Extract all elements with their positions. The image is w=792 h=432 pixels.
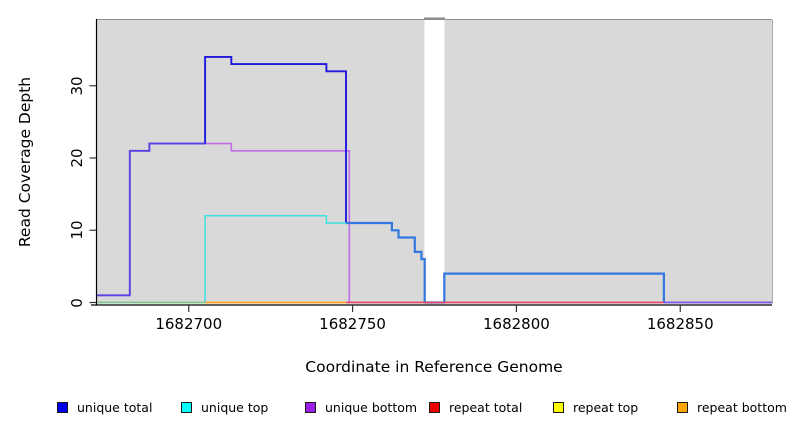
legend-swatch-icon bbox=[677, 401, 688, 413]
legend-swatch-icon bbox=[305, 401, 316, 413]
coverage-gap-cap bbox=[424, 17, 445, 20]
y-tick-label: 30 bbox=[68, 76, 86, 96]
legend-swatch-icon bbox=[553, 401, 564, 413]
legend-item-unique-top: unique top bbox=[181, 398, 268, 416]
legend-item-unique-total: unique total bbox=[57, 398, 152, 416]
legend-swatch-icon bbox=[181, 401, 192, 413]
x-tick-label: 1682750 bbox=[319, 315, 386, 333]
coverage-gap-band bbox=[424, 20, 445, 304]
legend-item-repeat-total: repeat total bbox=[429, 398, 522, 416]
unique-total-bottom-overlap bbox=[97, 142, 206, 297]
x-tick-label: 1682700 bbox=[155, 315, 223, 333]
y-axis-title: Read Coverage Depth bbox=[16, 76, 34, 248]
legend-swatch-icon bbox=[429, 401, 440, 413]
y-tick-label: 20 bbox=[68, 148, 86, 168]
y-tick-label: 10 bbox=[68, 220, 86, 240]
legend-label: unique top bbox=[201, 399, 269, 415]
legend-label: repeat top bbox=[573, 399, 639, 415]
unique-total-top-overlap bbox=[346, 221, 665, 304]
unique-top-line bbox=[204, 215, 346, 303]
legend-label: repeat total bbox=[449, 399, 523, 415]
unique-total-line bbox=[204, 55, 347, 223]
legend-label: unique bottom bbox=[325, 399, 418, 415]
y-tick-label: 0 bbox=[68, 297, 86, 308]
legend-item-unique-bottom: unique bottom bbox=[305, 398, 417, 416]
x-tick-label: 1682800 bbox=[483, 315, 550, 333]
legend-item-repeat-top: repeat top bbox=[553, 398, 638, 416]
legend-swatch-icon bbox=[57, 401, 68, 413]
legend-label: unique total bbox=[77, 399, 153, 415]
legend: unique total unique top unique bottom repea… bbox=[0, 398, 792, 420]
x-tick-label: 1682850 bbox=[646, 315, 714, 333]
legend-item-repeat-bottom: repeat bottom bbox=[677, 398, 787, 416]
legend-label: repeat bottom bbox=[697, 399, 787, 415]
x-axis-title: Coordinate in Reference Genome bbox=[305, 358, 563, 376]
